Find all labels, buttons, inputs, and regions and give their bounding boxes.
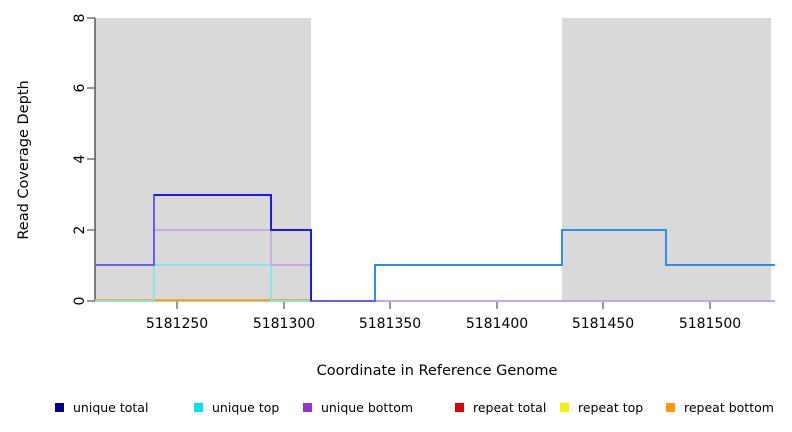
legend-label-unique-bottom: unique bottom — [321, 400, 413, 415]
x-tick-label-5181350: 5181350 — [359, 316, 421, 332]
y-axis-title: Read Coverage Depth — [16, 80, 32, 239]
y-tick-label-2: 2 — [72, 226, 88, 235]
y-tick-label-8: 8 — [72, 14, 88, 23]
y-tick-label-4: 4 — [72, 154, 88, 163]
legend-swatch-unique-bottom — [303, 403, 312, 412]
shaded-regions — [95, 18, 771, 301]
series-line-unique-total-light — [374, 229, 775, 301]
legend-label-repeat-total: repeat total — [473, 400, 546, 415]
x-tick-label-5181250: 5181250 — [146, 316, 208, 332]
legend-swatch-repeat-bottom — [666, 403, 675, 412]
legend-swatch-repeat-total — [455, 403, 464, 412]
y-tick-label-0: 0 — [72, 297, 88, 306]
legend-swatch-repeat-top — [560, 403, 569, 412]
series-lines — [95, 194, 775, 302]
legend-label-unique-top: unique top — [212, 400, 279, 415]
series-line-unique-total-dark — [154, 194, 312, 301]
y-tick-label-6: 6 — [72, 83, 88, 92]
legend-label-repeat-top: repeat top — [578, 400, 643, 415]
x-tick-labels: 5181250 5181300 5181350 5181400 5181450 … — [146, 316, 741, 332]
legend: unique total unique top unique bottom re… — [55, 400, 774, 415]
shaded-region-left — [95, 18, 311, 301]
x-tick-label-5181300: 5181300 — [253, 316, 315, 332]
y-tick-labels: 8 6 4 2 0 — [72, 14, 88, 306]
legend-swatch-unique-top — [194, 403, 203, 412]
x-tick-label-5181400: 5181400 — [466, 316, 528, 332]
legend-label-repeat-bottom: repeat bottom — [684, 400, 774, 415]
legend-swatch-unique-total — [55, 403, 64, 412]
x-tick-label-5181500: 5181500 — [679, 316, 741, 332]
legend-label-unique-total: unique total — [73, 400, 148, 415]
x-axis-title: Coordinate in Reference Genome — [317, 363, 558, 379]
x-tick-label-5181450: 5181450 — [572, 316, 634, 332]
